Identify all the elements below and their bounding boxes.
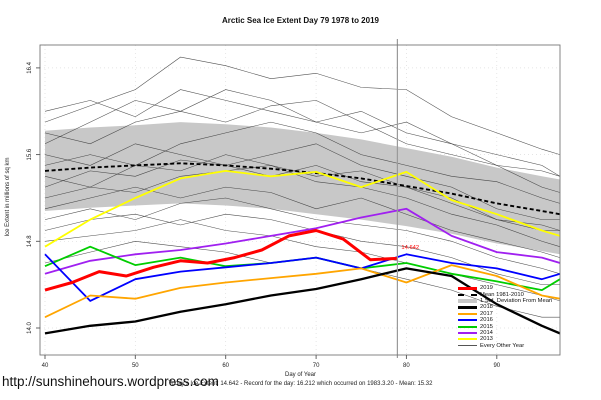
legend-item-2013: 2013 [458,336,598,342]
series-line-2013 [44,169,560,248]
background-year-line [44,143,560,220]
y-tick-label: 16.4 [27,61,33,73]
std-deviation-band [45,122,560,255]
legend-label: 2015 [480,323,493,330]
legend-label: 2017 [480,310,493,317]
legend-swatch [458,306,477,309]
series-line-2017 [44,264,560,319]
mean-line [44,162,560,216]
background-year-line [44,56,560,155]
series-line-2018 [44,267,560,335]
y-tick-label: 14.0 [27,322,33,334]
background-year-line [44,197,560,275]
legend-label: Mean 1981-2010 [480,291,524,298]
legend-item-2018: 2018 [458,304,598,310]
background-year-line [44,219,560,302]
legend-label: 2018 [480,304,493,311]
x-tick-label: 80 [403,363,410,369]
legend-swatch [458,331,477,334]
legend-label: 2014 [480,329,493,336]
stats-caption: Today's Ice Extent: 14.642 - Record for … [168,381,433,387]
legend-label: 2013 [480,336,493,343]
legend-label: 2019 [480,285,493,292]
series-line-2014 [44,207,560,275]
legend-item-2016: 2016 [458,317,598,323]
legend-swatch [458,319,477,322]
legend-swatch [458,286,477,290]
legend-item-mean-1981-2010: Mean 1981-2010 [458,291,598,298]
legend-label: 1 Std. Deviation From Mean [480,297,553,304]
legend-item-2014: 2014 [458,330,598,336]
background-year-line [44,89,560,177]
series-line-2019 [44,229,398,292]
series-line-2015 [44,245,560,292]
legend-item-2017: 2017 [458,311,598,317]
chart-title: Arctic Sea Ice Extent Day 79 1978 to 201… [222,16,379,25]
legend: 2019 Mean 1981-2010 1 Std. Deviation From … [458,285,598,349]
site-url: http://sunshinehours.wordpress.com [2,374,219,389]
series-line-2016 [44,253,560,302]
x-tick-label: 70 [313,363,320,369]
current-value-annotation: 14.642 [401,245,419,251]
x-tick-label: 40 [42,363,49,369]
legend-swatch [458,298,477,304]
background-year-line [44,186,560,258]
plot-border [39,44,561,356]
x-tick-label: 50 [132,363,139,369]
y-tick-label: 15.6 [27,148,33,160]
legend-swatch [458,338,477,341]
legend-swatch [458,312,477,315]
background-year-line [44,165,560,247]
x-tick-label: 60 [222,363,229,369]
legend-swatch [458,325,477,328]
legend-swatch [458,293,477,296]
legend-item-every-other-year: Every Other Year [458,343,598,349]
legend-item-2019: 2019 [458,285,598,291]
legend-swatch [458,345,477,347]
legend-item-1-std-deviation-from-mean: 1 Std. Deviation From Mean [458,298,598,304]
y-tick-label: 14.8 [27,235,33,247]
legend-item-2015: 2015 [458,323,598,330]
background-year-line [44,154,560,231]
legend-label: Every Other Year [480,342,525,349]
legend-label: 2016 [480,317,493,324]
x-axis-label: Day of Year [284,372,317,378]
x-tick-label: 90 [493,363,500,369]
